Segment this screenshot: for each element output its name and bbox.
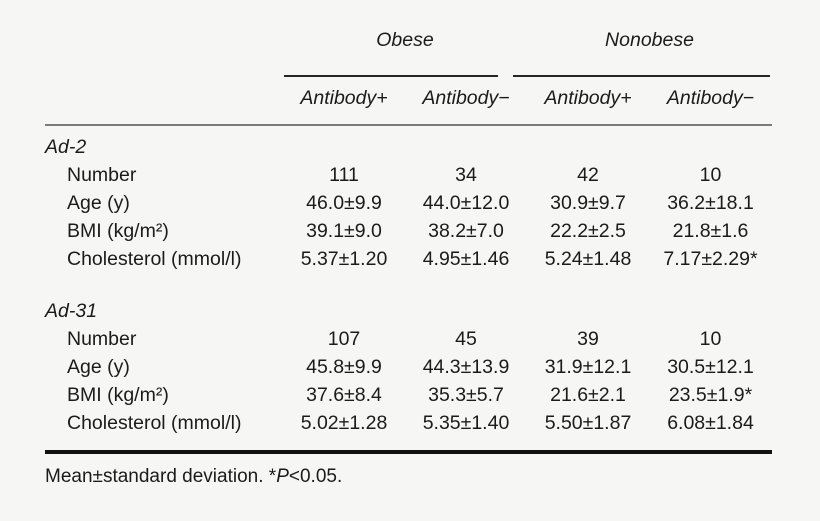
col-header-nonobese-antibody-negative: Antibody−: [666, 86, 755, 109]
table-row-ad31-number: Number 107 45 39 10: [45, 325, 772, 353]
table-bottom-rule: [45, 450, 772, 454]
header-divider-rule: [45, 124, 772, 126]
value-cell: 36.2±18.1: [667, 191, 754, 214]
col-header-obese-antibody-negative: Antibody−: [422, 86, 510, 109]
value-cell: 46.0±9.9: [306, 191, 382, 214]
value-cell: 7.17±2.29*: [663, 247, 758, 270]
section-label-ad2: Ad-2: [45, 135, 87, 158]
value-cell: 6.08±1.84: [667, 411, 754, 434]
value-cell: 5.50±1.87: [544, 411, 632, 434]
value-cell: 44.0±12.0: [422, 191, 510, 214]
row-label: Cholesterol (mmol/l): [67, 411, 242, 434]
row-label: BMI (kg/m²): [67, 383, 169, 406]
value-cell: 5.24±1.48: [544, 247, 632, 270]
row-label: Number: [67, 327, 137, 350]
value-cell: 10: [699, 163, 722, 186]
col-group-obese-label: Obese: [376, 28, 434, 51]
col-header-nonobese-antibody-positive: Antibody+: [544, 86, 632, 109]
value-cell: 30.5±12.1: [667, 355, 754, 378]
value-cell: 21.6±2.1: [550, 383, 626, 406]
row-label: Cholesterol (mmol/l): [67, 247, 242, 270]
value-cell: 21.8±1.6: [672, 219, 749, 242]
sub-header-row: Antibody+ Antibody− Antibody+ Antibody−: [45, 72, 772, 124]
col-group-nonobese: Nonobese: [513, 20, 772, 77]
value-cell: 45: [455, 327, 477, 350]
value-cell: 23.5±1.9*: [668, 383, 753, 406]
footnote-text-prefix: Mean±standard deviation. *: [45, 466, 277, 487]
section-label-row: Ad-31: [45, 297, 772, 325]
value-cell: 39.1±9.0: [306, 219, 382, 242]
table-row-ad2-cholesterol: Cholesterol (mmol/l) 5.37±1.20 4.95±1.46…: [45, 245, 772, 273]
table-row-ad2-age: Age (y) 46.0±9.9 44.0±12.0 30.9±9.7 36.2…: [45, 189, 772, 217]
footnote-text-suffix: <0.05.: [288, 466, 343, 487]
row-label: Age (y): [67, 355, 130, 378]
table-row-ad2-number: Number 111 34 42 10: [45, 161, 772, 189]
value-cell: 111: [329, 163, 359, 186]
section-label-ad31: Ad-31: [45, 299, 98, 322]
data-table: Obese Nonobese Antibody+ Antibody− Antib…: [45, 24, 772, 488]
value-cell: 22.2±2.5: [550, 219, 626, 242]
section-label-row: Ad-2: [45, 133, 772, 161]
table-footnote: Mean±standard deviation. *P<0.05.: [45, 466, 772, 488]
obese-spanner-rule: [284, 74, 498, 77]
table-row-ad31-bmi: BMI (kg/m²) 37.6±8.4 35.3±5.7 21.6±2.1 2…: [45, 381, 772, 409]
value-cell: 30.9±9.7: [550, 191, 626, 214]
col-group-obese: Obese: [283, 20, 527, 77]
value-cell: 38.2±7.0: [428, 219, 504, 242]
value-cell: 5.02±1.28: [300, 411, 388, 434]
value-cell: 35.3±5.7: [428, 383, 504, 406]
value-cell: 45.8±9.9: [306, 355, 382, 378]
table-row-ad2-bmi: BMI (kg/m²) 39.1±9.0 38.2±7.0 22.2±2.5 2…: [45, 217, 772, 245]
value-cell: 31.9±12.1: [544, 355, 632, 378]
value-cell: 39: [577, 327, 599, 350]
value-cell: 42: [577, 163, 599, 186]
nonobese-spanner-rule: [513, 74, 770, 77]
value-cell: 34: [455, 163, 477, 186]
row-label: Number: [67, 163, 137, 186]
section-ad31: Ad-31 Number 107 45 39 10 Age (y) 45.8±9…: [45, 297, 772, 437]
value-cell: 4.95±1.46: [422, 247, 510, 270]
row-label: BMI (kg/m²): [67, 219, 169, 242]
value-cell: 107: [327, 327, 361, 350]
row-label: Age (y): [67, 191, 130, 214]
value-cell: 37.6±8.4: [306, 383, 382, 406]
table-row-ad31-cholesterol: Cholesterol (mmol/l) 5.02±1.28 5.35±1.40…: [45, 409, 772, 437]
value-cell: 5.35±1.40: [422, 411, 510, 434]
value-cell: 10: [699, 327, 722, 350]
table-header: Obese Nonobese Antibody+ Antibody− Antib…: [45, 24, 772, 124]
value-cell: 5.37±1.20: [300, 247, 388, 270]
col-group-nonobese-label: Nonobese: [605, 28, 694, 51]
section-ad2: Ad-2 Number 111 34 42 10 Age (y) 46.0±9.…: [45, 133, 772, 273]
col-header-obese-antibody-positive: Antibody+: [300, 86, 388, 109]
column-group-row: Obese Nonobese: [45, 24, 772, 77]
table-row-ad31-age: Age (y) 45.8±9.9 44.3±13.9 31.9±12.1 30.…: [45, 353, 772, 381]
value-cell: 44.3±13.9: [422, 355, 510, 378]
footnote-p-symbol: P: [276, 466, 289, 487]
